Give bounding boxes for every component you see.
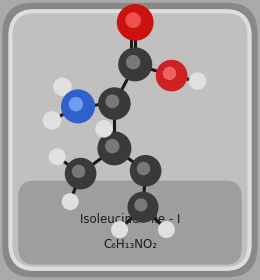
Point: [131, 18, 135, 22]
Point: [141, 166, 146, 171]
Point: [196, 79, 200, 83]
Point: [68, 199, 72, 204]
FancyBboxPatch shape: [18, 181, 242, 265]
Point: [139, 203, 143, 207]
Point: [141, 205, 145, 209]
Point: [79, 171, 83, 176]
Point: [131, 60, 135, 64]
Point: [133, 62, 137, 67]
Point: [76, 169, 81, 174]
Point: [76, 104, 80, 109]
FancyBboxPatch shape: [10, 11, 250, 269]
Point: [110, 144, 114, 148]
Point: [112, 101, 116, 106]
Point: [167, 71, 172, 76]
Point: [133, 20, 137, 25]
Point: [60, 85, 64, 89]
Point: [55, 155, 59, 159]
Point: [118, 227, 122, 232]
Point: [144, 169, 148, 173]
Point: [112, 146, 116, 151]
Text: Isoleucine - Ile - I: Isoleucine - Ile - I: [80, 213, 180, 226]
Point: [50, 118, 54, 123]
Point: [170, 73, 174, 78]
FancyBboxPatch shape: [5, 6, 255, 274]
Text: C₆H₁₃NO₂: C₆H₁₃NO₂: [103, 239, 157, 251]
Point: [110, 99, 114, 104]
Point: [74, 102, 78, 106]
Point: [164, 227, 168, 232]
Point: [102, 127, 106, 131]
